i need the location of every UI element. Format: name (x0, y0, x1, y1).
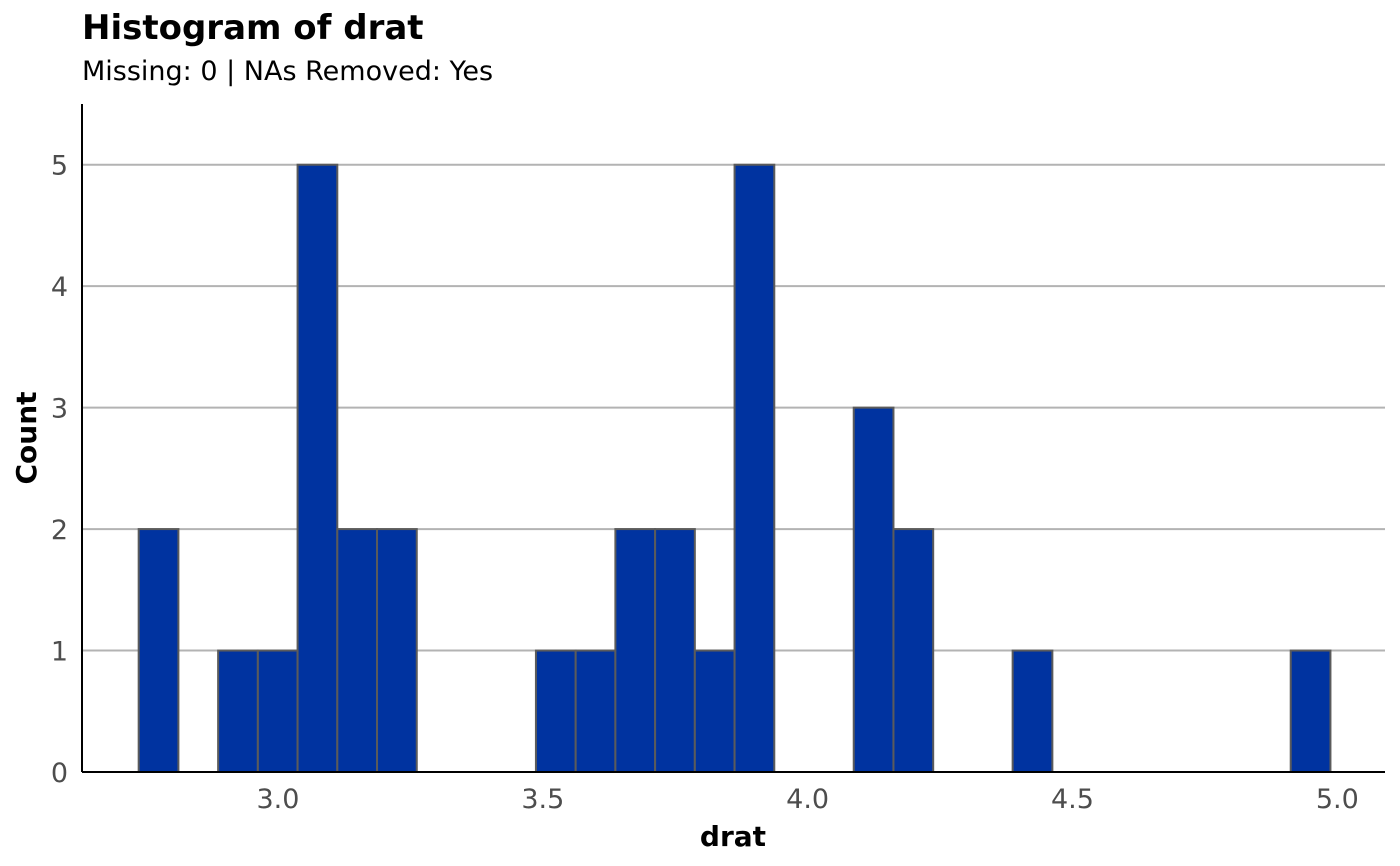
y-tick-labels: 0 1 2 3 4 5 (51, 151, 68, 789)
x-axis-title: drat (700, 820, 766, 853)
x-tick-label: 5.0 (1316, 784, 1359, 815)
bars (137, 163, 1332, 774)
y-tick-label: 5 (51, 151, 68, 182)
x-tick-label: 4.5 (1051, 784, 1094, 815)
y-tick-label: 2 (51, 515, 68, 546)
histogram-bar (574, 649, 617, 774)
gridlines (82, 163, 1385, 652)
histogram-bar (1011, 649, 1054, 774)
histogram-bar (852, 406, 895, 773)
chart-title: Histogram of drat (82, 8, 424, 48)
histogram-bar (336, 528, 379, 773)
histogram-bar (693, 649, 736, 774)
axes (81, 104, 1385, 773)
histogram-bar (137, 528, 180, 773)
y-tick-label: 0 (51, 758, 68, 789)
x-tick-labels: 3.0 3.5 4.0 4.5 5.0 (257, 784, 1359, 815)
histogram-bar (296, 163, 339, 773)
y-tick-label: 1 (51, 637, 68, 668)
histogram-bar (614, 528, 657, 773)
histogram-bar (376, 528, 418, 773)
x-tick-label: 3.5 (521, 784, 564, 815)
histogram-bar (654, 528, 696, 773)
histogram-bar (733, 163, 776, 773)
histogram-bar (534, 649, 577, 774)
y-tick-label: 4 (51, 272, 68, 303)
chart-subtitle: Missing: 0 | NAs Removed: Yes (82, 56, 494, 87)
x-tick-label: 4.0 (786, 784, 829, 815)
histogram-bar (217, 649, 259, 774)
y-axis-title: Count (10, 391, 43, 484)
y-tick-label: 3 (51, 394, 68, 425)
histogram-bar (1289, 649, 1332, 774)
histogram-bar (892, 528, 935, 773)
x-tick-label: 3.0 (257, 784, 300, 815)
histogram-bar (256, 649, 299, 774)
